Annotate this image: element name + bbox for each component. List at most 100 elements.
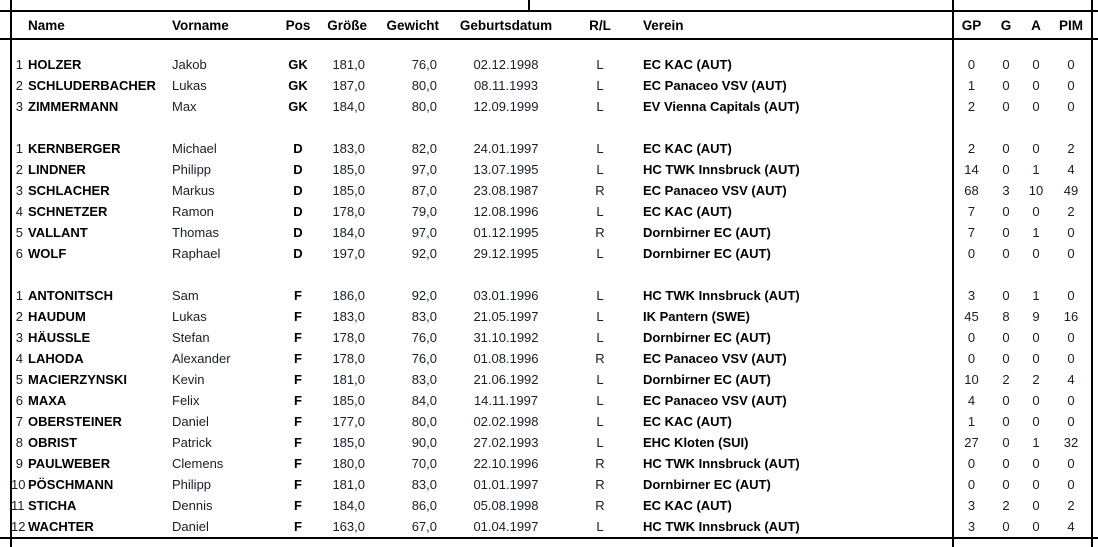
cell-gp: 14: [964, 162, 979, 177]
cell-name: HÄUSSLE: [28, 330, 91, 345]
player-row: 11 STICHA Dennis F 184,0 86,0 05.08.1998 R EC KA…: [11, 495, 1092, 516]
cell-geburtsdatum: 21.06.1992: [473, 372, 539, 387]
cell-num: 7: [15, 414, 23, 429]
cell-verein: EC KAC (AUT): [643, 498, 732, 513]
cell-groesse: 178,0: [332, 330, 365, 345]
cell-gewicht: 76,0: [411, 57, 437, 72]
cell-pos: D: [293, 225, 303, 240]
cell-g: 2: [1002, 372, 1010, 387]
cell-groesse: 178,0: [332, 204, 365, 219]
cell-groesse: 178,0: [332, 351, 365, 366]
cell-a: 0: [1032, 351, 1040, 366]
cell-rl: L: [596, 99, 604, 114]
cell-groesse: 181,0: [332, 372, 365, 387]
col-header-pos: Pos: [285, 17, 311, 33]
cell-num: 8: [15, 435, 23, 450]
cell-groesse: 177,0: [332, 414, 365, 429]
cell-verein: IK Pantern (SWE): [643, 309, 750, 324]
cell-name: HAUDUM: [28, 309, 86, 324]
col-header-a: A: [1031, 17, 1041, 33]
cell-name: ANTONITSCH: [28, 288, 113, 303]
cell-a: 0: [1032, 456, 1040, 471]
cell-groesse: 180,0: [332, 456, 365, 471]
cell-g: 0: [1002, 141, 1010, 156]
cell-gp: 1: [967, 414, 976, 429]
cell-g: 8: [1002, 309, 1010, 324]
player-row: 6 MAXA Felix F 185,0 84,0 14.11.1997 L EC Panace…: [11, 390, 1092, 411]
cell-gewicht: 67,0: [411, 519, 437, 534]
roster-header: Name Vorname Pos Größe Gewicht Geburtsda…: [11, 12, 1092, 38]
cell-g: 0: [1002, 225, 1010, 240]
cell-vorname: Thomas: [172, 225, 219, 240]
cell-name: MAXA: [28, 393, 67, 408]
cell-verein: EC Panaceo VSV (AUT): [643, 183, 787, 198]
player-row: 1 KERNBERGER Michael D 183,0 82,0 24.01.1997 L E…: [11, 138, 1092, 159]
cell-geburtsdatum: 12.08.1996: [473, 204, 539, 219]
col-header-verein: Verein: [643, 17, 684, 33]
cell-pim: 32: [1063, 435, 1079, 450]
cell-vorname: Philipp: [172, 477, 212, 492]
cell-gewicht: 84,0: [411, 393, 437, 408]
cell-gewicht: 76,0: [411, 351, 437, 366]
cell-groesse: 183,0: [332, 141, 365, 156]
cell-a: 0: [1032, 246, 1040, 261]
cell-pos: D: [293, 183, 303, 198]
cell-g: 0: [1002, 78, 1010, 93]
cell-a: 10: [1028, 183, 1044, 198]
cell-gewicht: 83,0: [411, 477, 437, 492]
cell-geburtsdatum: 01.12.1995: [473, 225, 539, 240]
col-header-rl: R/L: [589, 17, 611, 33]
cell-pos: F: [294, 498, 302, 513]
col-header-number: [11, 12, 27, 38]
cell-pos: F: [294, 435, 302, 450]
cell-pos: F: [294, 309, 302, 324]
cell-geburtsdatum: 13.07.1995: [473, 162, 539, 177]
cell-num: 9: [15, 456, 23, 471]
cell-gewicht: 92,0: [411, 288, 437, 303]
cell-name: ZIMMERMANN: [28, 99, 119, 114]
cell-a: 1: [1032, 162, 1040, 177]
cell-name: WOLF: [28, 246, 67, 261]
cell-vorname: Max: [172, 99, 197, 114]
top-rule: [0, 10, 1098, 12]
cell-gewicht: 80,0: [411, 414, 437, 429]
player-row: 2 SCHLUDERBACHER Lukas GK 187,0 80,0 08.11.199…: [11, 75, 1092, 96]
cell-name: OBERSTEINER: [28, 414, 122, 429]
player-row: 3 HÄUSSLE Stefan F 178,0 76,0 31.10.1992 L Dornb…: [11, 327, 1092, 348]
cell-pim: 2: [1067, 498, 1075, 513]
cell-g: 0: [1002, 246, 1010, 261]
cell-rl: L: [596, 288, 604, 303]
cell-pos: F: [294, 456, 302, 471]
cell-geburtsdatum: 24.01.1997: [473, 141, 539, 156]
cell-groesse: 181,0: [332, 477, 365, 492]
cell-verein: EC KAC (AUT): [643, 204, 732, 219]
cell-pos: D: [293, 204, 303, 219]
cell-gewicht: 70,0: [411, 456, 437, 471]
cell-a: 0: [1032, 57, 1040, 72]
cell-geburtsdatum: 05.08.1998: [473, 498, 539, 513]
cell-gewicht: 87,0: [411, 183, 437, 198]
player-row: 5 MACIERZYNSKI Kevin F 181,0 83,0 21.06.1992 L D…: [11, 369, 1092, 390]
cell-name: SCHLUDERBACHER: [28, 78, 156, 93]
cell-vorname: Stefan: [172, 330, 210, 345]
cell-pim: 0: [1067, 477, 1075, 492]
cell-g: 0: [1002, 99, 1010, 114]
cell-gp: 4: [967, 393, 976, 408]
cell-vorname: Clemens: [172, 456, 224, 471]
cell-a: 9: [1032, 309, 1040, 324]
cell-geburtsdatum: 31.10.1992: [473, 330, 539, 345]
cell-pos: F: [294, 288, 302, 303]
cell-vorname: Michael: [172, 141, 217, 156]
cell-g: 0: [1002, 477, 1010, 492]
cell-g: 0: [1002, 351, 1010, 366]
cell-g: 0: [1002, 288, 1010, 303]
cell-a: 0: [1032, 99, 1040, 114]
col-header-gp: GP: [961, 17, 982, 33]
cell-verein: EHC Kloten (SUI): [643, 435, 749, 450]
cell-geburtsdatum: 21.05.1997: [473, 309, 539, 324]
cell-verein: EC Panaceo VSV (AUT): [643, 393, 787, 408]
player-row: 7 OBERSTEINER Daniel F 177,0 80,0 02.02.1998 L E…: [11, 411, 1092, 432]
cell-gp: 0: [967, 330, 976, 345]
cell-groesse: 185,0: [332, 183, 365, 198]
cell-pos: F: [294, 351, 302, 366]
